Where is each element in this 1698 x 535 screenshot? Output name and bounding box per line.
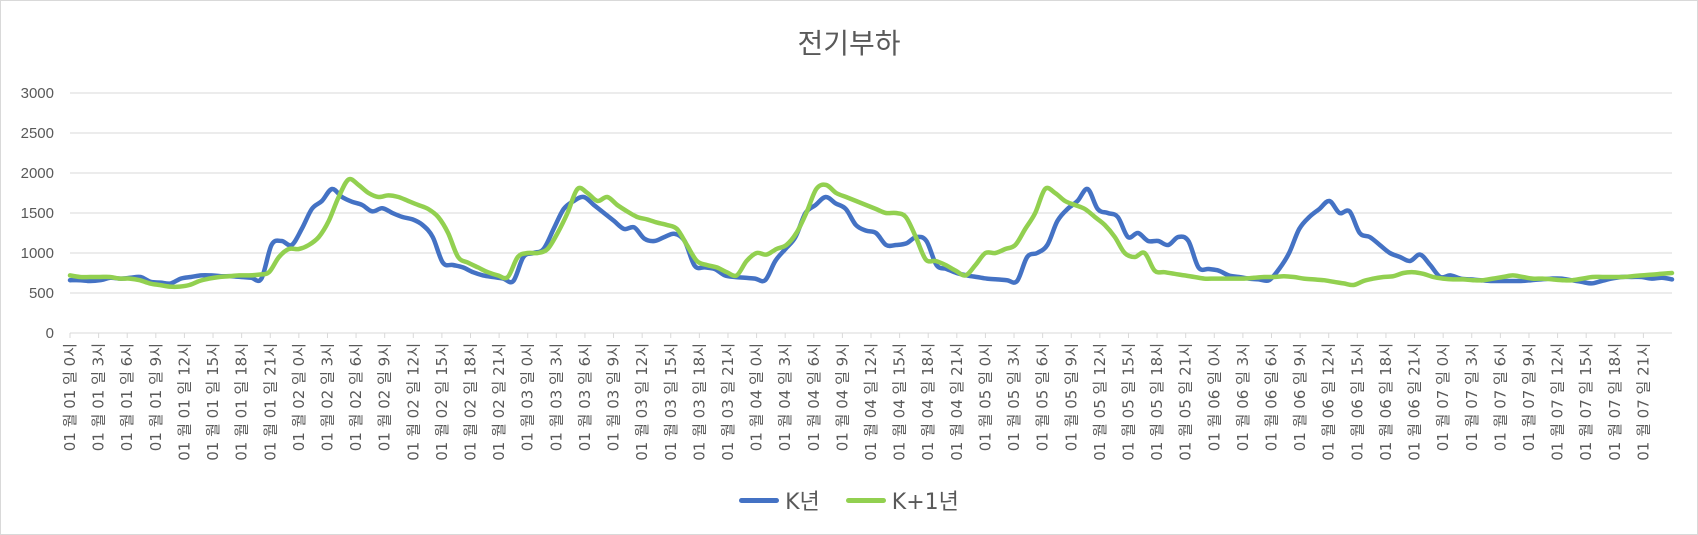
legend-swatch-k1 [845,497,886,503]
x-tick-label: 01 월 02 일 15시 [433,343,451,461]
gridlines [70,92,1672,334]
x-tick-label: 01 월 05 일 21시 [1177,343,1195,461]
y-tick-label: 1500 [21,205,54,222]
x-tick-label: 01 월 06 일 0시 [1205,343,1223,451]
y-tick-label: 0 [46,325,54,342]
x-tick-label: 01 월 01 일 12시 [175,343,193,461]
x-tick-label: 01 월 06 일 12시 [1320,343,1338,461]
x-tick-label: 01 월 07 일 0시 [1434,343,1452,451]
x-tick-label: 01 월 04 일 6시 [805,343,823,451]
x-tick-label: 01 월 05 일 3시 [1005,343,1023,451]
x-tick-label: 01 월 05 일 0시 [976,343,994,451]
x-tick-label: 01 월 03 일 0시 [519,343,537,451]
x-tick-label: 01 월 05 일 9시 [1062,343,1080,451]
x-tick-label: 01 월 04 일 12시 [862,343,880,461]
x-tick-label: 01 월 02 일 18시 [462,343,480,461]
x-axis-ticks: 01 월 01 일 0시 01 월 01 일 3시 01 월 01 일 6시 01 월… [61,333,1652,461]
x-tick-label: 01 월 04 일 18시 [919,343,937,461]
legend: K년 K+1년 [0,484,1698,516]
x-tick-label: 01 월 03 일 12시 [633,343,651,461]
x-tick-label: 01 월 03 일 18시 [690,343,708,461]
x-tick-label: 01 월 07 일 3시 [1463,343,1481,451]
x-tick-label: 01 월 06 일 3시 [1234,343,1252,451]
x-tick-label: 01 월 06 일 6시 [1263,343,1281,451]
x-tick-label: 01 월 05 일 15시 [1119,343,1137,461]
x-tick-label: 01 월 03 일 15시 [662,343,680,461]
x-tick-label: 01 월 04 일 3시 [776,343,794,451]
x-tick-label: 01 월 07 일 18시 [1606,343,1624,461]
x-tick-label: 01 월 02 일 3시 [318,343,336,451]
x-tick-label: 01 월 05 일 6시 [1034,343,1052,451]
legend-item-k: K년 [739,484,820,516]
x-tick-label: 01 월 07 일 15시 [1577,343,1595,461]
x-tick-label: 01 월 07 일 12시 [1549,343,1567,461]
legend-swatch-k [739,497,780,503]
legend-item-k1: K+1년 [845,484,959,516]
x-tick-label: 01 월 05 일 12시 [1091,343,1109,461]
x-tick-label: 01 월 07 일 9시 [1520,343,1538,451]
x-tick-label: 01 월 01 일 0시 [61,343,79,451]
x-tick-label: 01 월 02 일 6시 [347,343,365,451]
x-tick-label: 01 월 01 일 3시 [90,343,108,451]
x-tick-label: 01 월 03 일 21시 [719,343,737,461]
series-line-k [67,186,1675,286]
series-lines [67,176,1675,290]
x-tick-label: 01 월 05 일 18시 [1148,343,1166,461]
x-tick-label: 01 월 02 일 21시 [490,343,508,461]
legend-label-k: K년 [785,490,820,515]
x-tick-label: 01 월 02 일 9시 [376,343,394,451]
y-tick-label: 2000 [21,165,54,182]
x-tick-label: 01 월 01 일 21시 [261,343,279,461]
x-tick-label: 01 월 04 일 9시 [833,343,851,451]
x-tick-label: 01 월 01 일 6시 [118,343,136,451]
x-tick-label: 01 월 02 일 12시 [404,343,422,461]
x-tick-label: 01 월 06 일 9시 [1291,343,1309,451]
y-tick-label: 1000 [21,245,54,262]
x-tick-label: 01 월 01 일 15시 [204,343,222,461]
x-tick-label: 01 월 06 일 21시 [1406,343,1424,461]
x-tick-label: 01 월 03 일 9시 [605,343,623,451]
legend-label-k1: K+1년 [891,490,959,515]
y-tick-label: 3000 [21,85,54,102]
x-tick-label: 01 월 06 일 18시 [1377,343,1395,461]
x-tick-label: 01 월 01 일 18시 [233,343,251,461]
chart-title: 전기부하 [797,27,901,60]
x-tick-label: 01 월 07 일 6시 [1491,343,1509,451]
y-tick-label: 2500 [21,125,54,142]
y-tick-label: 500 [29,285,54,302]
x-tick-label: 01 월 04 일 15시 [891,343,909,461]
x-tick-label: 01 월 01 일 9시 [147,343,165,451]
series-line-k1 [67,176,1675,290]
x-tick-label: 01 월 07 일 21시 [1634,343,1652,461]
x-tick-label: 01 월 04 일 0시 [748,343,766,451]
x-tick-label: 01 월 03 일 6시 [576,343,594,451]
x-tick-label: 01 월 06 일 15시 [1348,343,1366,461]
y-axis-ticks: 0 500 1000 1500 2000 2500 3000 [21,85,54,342]
x-tick-label: 01 월 04 일 21시 [948,343,966,461]
x-tick-label: 01 월 02 일 0시 [290,343,308,451]
x-tick-label: 01 월 03 일 3시 [547,343,565,451]
